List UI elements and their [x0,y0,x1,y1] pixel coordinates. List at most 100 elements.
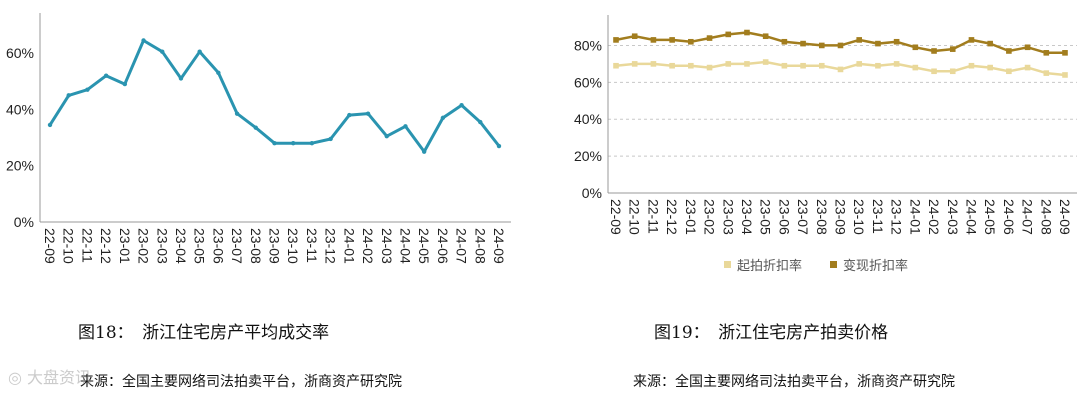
y-tick-label: 20% [6,158,34,174]
data-point [1062,72,1068,78]
data-point [781,38,788,45]
x-tick-label: 22-09 [42,228,58,264]
x-tick-label: 24-08 [1038,199,1054,235]
x-tick-label: 23-12 [889,199,905,235]
y-tick-label: 60% [6,45,34,61]
data-point [669,37,675,43]
data-point [762,33,769,40]
y-tick-label: 40% [574,111,602,127]
y-tick-label: 0% [582,185,602,201]
data-point [1006,48,1012,54]
data-point [725,61,732,67]
data-point [272,141,277,146]
data-point [650,37,657,43]
x-tick-label: 23-02 [702,199,718,235]
x-tick-label: 23-01 [117,228,133,264]
data-point [47,122,53,128]
data-point [725,31,732,38]
data-point [384,133,389,139]
data-point [856,61,863,67]
data-point [66,93,71,98]
x-tick-label: 24-03 [945,199,961,235]
x-tick-label: 24-05 [416,228,432,264]
x-tick-label: 22-10 [61,228,77,264]
data-point [1006,68,1012,75]
x-tick-label: 23-07 [229,228,245,264]
data-point [706,64,713,71]
x-tick-label: 23-12 [323,228,339,264]
data-point [440,115,446,121]
data-point [631,61,638,67]
watermark-icon: ◎ [8,368,28,387]
x-tick-label: 23-04 [739,199,755,235]
data-point [987,64,993,71]
data-point [1062,50,1068,56]
x-tick-label: 22-11 [645,199,661,234]
data-point [613,62,619,69]
y-tick-label: 0% [14,214,34,230]
x-tick-label: 24-02 [926,199,942,235]
y-tick-label: 60% [574,74,602,90]
data-point [85,87,90,92]
data-point [762,59,769,65]
data-point [496,143,502,149]
x-tick-label: 24-05 [982,199,998,235]
data-point [875,40,881,47]
x-tick-label: 23-03 [154,228,170,264]
x-tick-label: 23-04 [173,228,189,264]
watermark-logo: ◎ 大盘资讯 [8,364,91,388]
x-tick-label: 23-09 [267,228,283,264]
data-point [912,44,919,51]
x-tick-label: 23-02 [136,228,152,264]
data-point [309,141,315,146]
x-tick-label: 23-03 [720,199,736,235]
x-tick-label: 24-01 [341,228,357,264]
x-tick-label: 23-08 [814,199,830,235]
x-tick-label: 22-12 [664,199,680,235]
data-point [875,62,881,69]
x-tick-label: 23-06 [210,228,226,264]
data-point [328,136,333,142]
data-point [478,119,483,125]
data-point [949,68,956,75]
data-point [122,81,128,87]
data-point [253,125,258,130]
data-point [459,103,464,108]
x-tick-label: 24-07 [454,228,470,264]
x-tick-label: 24-04 [397,228,413,264]
x-tick-label: 24-03 [379,228,395,264]
x-tick-label: 23-08 [248,228,264,264]
chart-auction-discount-rate: 0%20%40%60%80%22-09 22-10 22-11 22-12 23-01 2… [574,15,1077,273]
data-point [197,49,202,54]
x-tick-label: 23-11 [304,228,320,263]
x-tick-label: 23-01 [683,199,699,235]
data-point [347,112,352,118]
x-tick-label: 23-10 [851,199,867,235]
data-point [141,38,146,43]
y-tick-label: 40% [6,101,34,117]
source-note-right: 来源：全国主要网络司法拍卖平台，浙商资产研究院 [633,374,955,390]
x-tick-label: 23-06 [776,199,792,235]
data-point [968,62,975,69]
x-tick-label: 22-10 [627,199,643,235]
x-tick-label: 23-10 [285,228,301,264]
x-tick-label: 24-06 [435,228,451,264]
data-point [216,70,221,76]
data-point [650,61,657,67]
data-point [781,62,788,69]
data-point [613,37,619,43]
data-point [631,33,638,40]
x-tick-label: 23-05 [192,228,208,264]
x-tick-label: 23-11 [870,199,886,234]
legend-swatch [724,261,731,268]
x-tick-label: 24-07 [1020,199,1036,235]
watermark-text: 大盘资讯 [27,368,92,387]
x-tick-label: 22-12 [98,228,114,264]
data-point [893,61,900,67]
data-point [818,62,825,69]
source-note-left: 来源：全国主要网络司法拍卖平台，浙商资产研究院 [80,374,402,390]
figure-18-caption: 图18： 浙江住宅房产平均成交率 [78,323,330,343]
chart-auction-success-rate: 0%20%40%60%22-09 22-10 22-11 22-12 23-01 23-0… [6,13,511,264]
x-tick-label: 24-01 [907,199,923,235]
data-point [1024,64,1031,71]
